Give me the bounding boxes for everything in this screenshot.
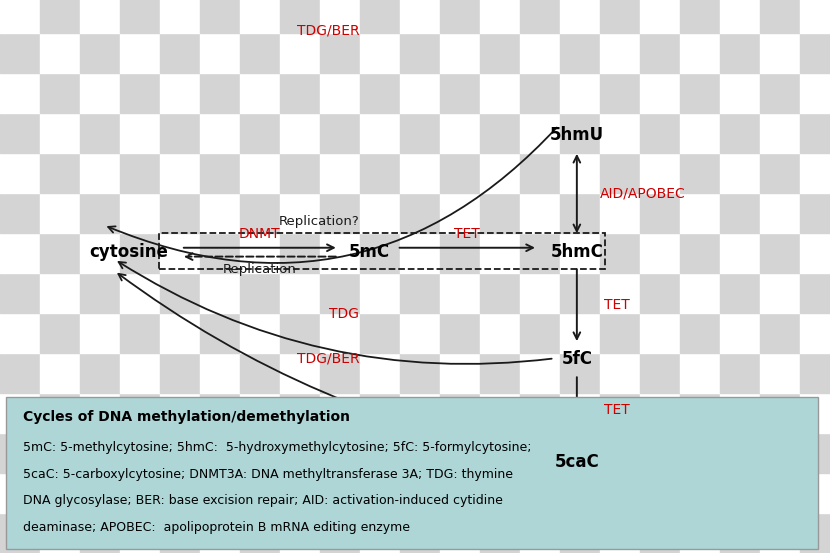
- Text: TDG: TDG: [330, 307, 359, 321]
- Text: TDG/BER: TDG/BER: [296, 23, 359, 38]
- Text: 5fC: 5fC: [561, 351, 593, 368]
- Text: TET: TET: [604, 298, 630, 312]
- Text: TDG/BER: TDG/BER: [296, 351, 359, 366]
- Text: deaminase; APOBEC:  apolipoprotein B mRNA editing enzyme: deaminase; APOBEC: apolipoprotein B mRNA…: [23, 521, 410, 534]
- Text: Cycles of DNA methylation/demethylation: Cycles of DNA methylation/demethylation: [23, 410, 350, 424]
- Text: TET: TET: [604, 403, 630, 418]
- Text: 5mC: 5-methylcytosine; 5hmC:  5-hydroxymethylcytosine; 5fC: 5-formylcytosine;: 5mC: 5-methylcytosine; 5hmC: 5-hydroxyme…: [23, 441, 532, 455]
- Text: AID/APOBEC: AID/APOBEC: [600, 186, 686, 201]
- Text: DNMT: DNMT: [239, 227, 281, 242]
- Text: DNA glycosylase; BER: base excision repair; AID: activation-induced cytidine: DNA glycosylase; BER: base excision repa…: [23, 494, 503, 508]
- Text: 5mC: 5mC: [349, 243, 390, 260]
- FancyBboxPatch shape: [6, 397, 818, 549]
- Text: 5hmC: 5hmC: [550, 243, 603, 260]
- Text: Replication: Replication: [222, 263, 297, 276]
- Text: Replication?: Replication?: [279, 215, 360, 228]
- Text: 5hmU: 5hmU: [549, 127, 604, 144]
- Text: cytosine: cytosine: [89, 243, 168, 260]
- Text: 5caC: 5-carboxylcytosine; DNMT3A: DNA methyltransferase 3A; TDG: thymine: 5caC: 5-carboxylcytosine; DNMT3A: DNA me…: [23, 468, 513, 481]
- Text: 5caC: 5caC: [554, 453, 599, 471]
- Text: TET: TET: [454, 227, 481, 242]
